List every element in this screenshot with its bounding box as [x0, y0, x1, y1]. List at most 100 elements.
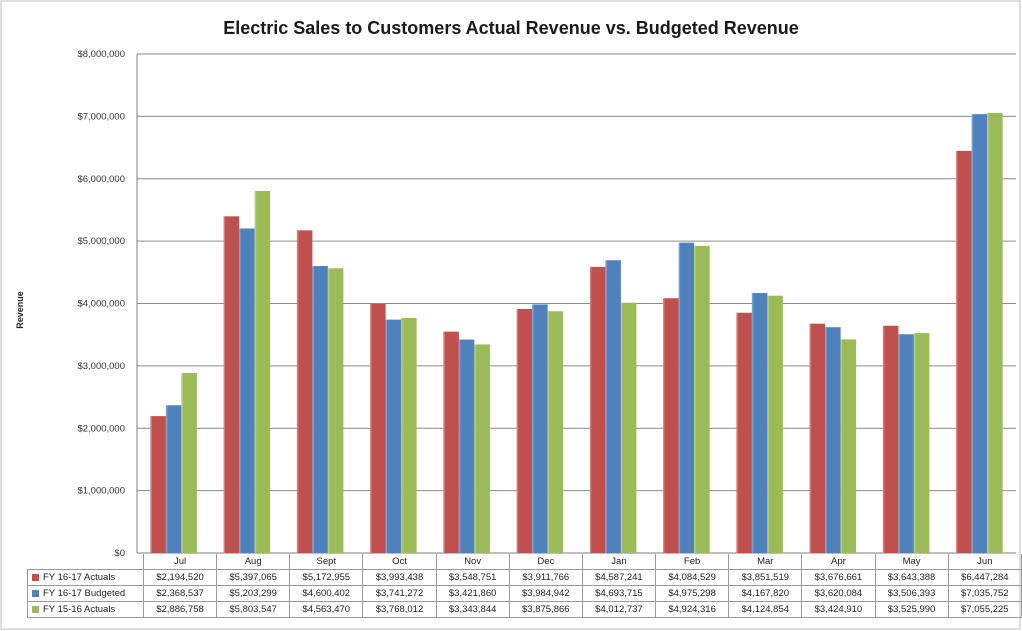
table-cell: $3,620,084 — [801, 585, 876, 602]
category-label: Sept — [289, 554, 364, 570]
bar — [882, 325, 899, 553]
table-cell: $6,447,284 — [947, 569, 1022, 586]
bar — [181, 372, 197, 553]
category-label: May — [874, 554, 949, 570]
bar-highlight — [385, 319, 388, 553]
table-cell: $2,368,537 — [142, 585, 218, 602]
table-cell: $3,768,012 — [362, 601, 437, 618]
table-cell: $3,984,942 — [508, 585, 583, 602]
bar-highlight — [751, 293, 754, 553]
bar-highlight — [736, 312, 738, 553]
table-cell: $3,741,272 — [362, 585, 437, 602]
bar-highlight — [312, 266, 314, 553]
bar-highlight — [882, 325, 885, 553]
category-label: Jun — [947, 554, 1022, 570]
y-tick-label: $5,000,000 — [77, 236, 125, 247]
y-tick-label: $4,000,000 — [77, 299, 125, 310]
table-cell: $7,055,225 — [947, 601, 1022, 618]
bar — [327, 268, 344, 553]
bar — [239, 228, 255, 554]
bar-highlight — [401, 317, 403, 553]
legend-swatch — [32, 605, 39, 613]
bar — [620, 302, 637, 553]
bar — [767, 295, 783, 553]
bar-highlight — [370, 303, 372, 553]
chart-title: Electric Sales to Customers Actual Reven… — [223, 18, 799, 38]
bar-highlight — [516, 309, 519, 553]
bar-highlight — [532, 304, 534, 553]
table-cell: $3,421,860 — [435, 585, 510, 602]
bar-highlight — [443, 331, 445, 553]
bar-highlight — [296, 230, 299, 554]
table-cell: $3,875,866 — [508, 601, 583, 618]
legend-entry: FY 16-17 Budgeted — [27, 585, 144, 602]
bar-highlight — [181, 372, 183, 553]
table-cell: $3,993,438 — [362, 569, 437, 586]
bar — [971, 114, 988, 554]
bar-highlight — [620, 302, 623, 553]
bar — [663, 298, 679, 553]
bar — [458, 339, 475, 553]
category-label: Jan — [581, 554, 657, 570]
table-cell: $2,194,520 — [142, 569, 218, 586]
table-cell: $5,172,955 — [289, 569, 364, 586]
y-tick-label: $2,000,000 — [77, 423, 125, 434]
data-table: Jul Aug Sept Oct Nov Dec Jan Feb Mar Apr May Jun FY … — [27, 554, 1022, 618]
bar-highlight — [605, 260, 607, 553]
bar — [840, 339, 857, 553]
bar — [223, 216, 240, 553]
bar-highlight — [767, 295, 769, 553]
category-label: Oct — [362, 554, 437, 570]
bar — [401, 317, 417, 553]
table-cell: $4,693,715 — [581, 585, 657, 602]
y-tick-label: $1,000,000 — [77, 486, 125, 497]
table-cell: $3,343,844 — [435, 601, 510, 618]
bar-highlight — [971, 114, 974, 554]
bar — [898, 334, 914, 553]
bar-highlight — [165, 405, 168, 553]
category-label: Feb — [655, 554, 730, 570]
bar — [254, 191, 271, 553]
table-cell: $3,676,661 — [801, 569, 876, 586]
table-cell: $4,975,298 — [655, 585, 730, 602]
bar-highlight — [223, 216, 226, 553]
bar-highlight — [327, 268, 330, 553]
table-cell: $4,600,402 — [289, 585, 364, 602]
y-tick-label: $3,000,000 — [77, 361, 125, 372]
table-cell: $4,124,854 — [728, 601, 803, 618]
table-cell: $3,643,388 — [874, 569, 949, 586]
category-label: Mar — [728, 554, 803, 570]
table-cell: $4,587,241 — [581, 569, 657, 586]
table-cell: $7,035,752 — [947, 585, 1022, 602]
table-corner — [28, 554, 144, 570]
bar — [443, 331, 459, 553]
category-label: Nov — [435, 554, 510, 570]
bar — [474, 344, 490, 553]
table-cell: $4,167,820 — [728, 585, 803, 602]
bar-highlight — [474, 344, 476, 553]
bar — [516, 309, 533, 553]
legend-entry: FY 15-16 Actuals — [27, 601, 144, 618]
bar-highlight — [547, 311, 550, 553]
bar-highlight — [150, 416, 152, 553]
legend-swatch — [32, 589, 39, 597]
bar — [751, 293, 768, 553]
legend-label: FY 16-17 Actuals — [43, 572, 116, 583]
bar — [605, 260, 621, 553]
bar — [385, 319, 402, 553]
y-tick-label: $6,000,000 — [77, 174, 125, 185]
table-row: FY 16-17 Budgeted $2,368,537 $5,203,299 $4,… — [27, 585, 1022, 602]
bar — [547, 311, 564, 553]
table-row: FY 16-17 Actuals $2,194,520 $5,397,065 $5,1… — [27, 569, 1022, 586]
legend-label: FY 15-16 Actuals — [43, 604, 116, 615]
bar-highlight — [809, 323, 812, 553]
bar-highlight — [694, 245, 696, 553]
category-label: Jul — [142, 554, 218, 570]
table-cell: $4,084,529 — [655, 569, 730, 586]
bar — [694, 245, 710, 553]
bar — [312, 266, 328, 553]
bar — [809, 323, 826, 553]
category-label: Aug — [216, 554, 291, 570]
table-cell: $3,851,519 — [728, 569, 803, 586]
